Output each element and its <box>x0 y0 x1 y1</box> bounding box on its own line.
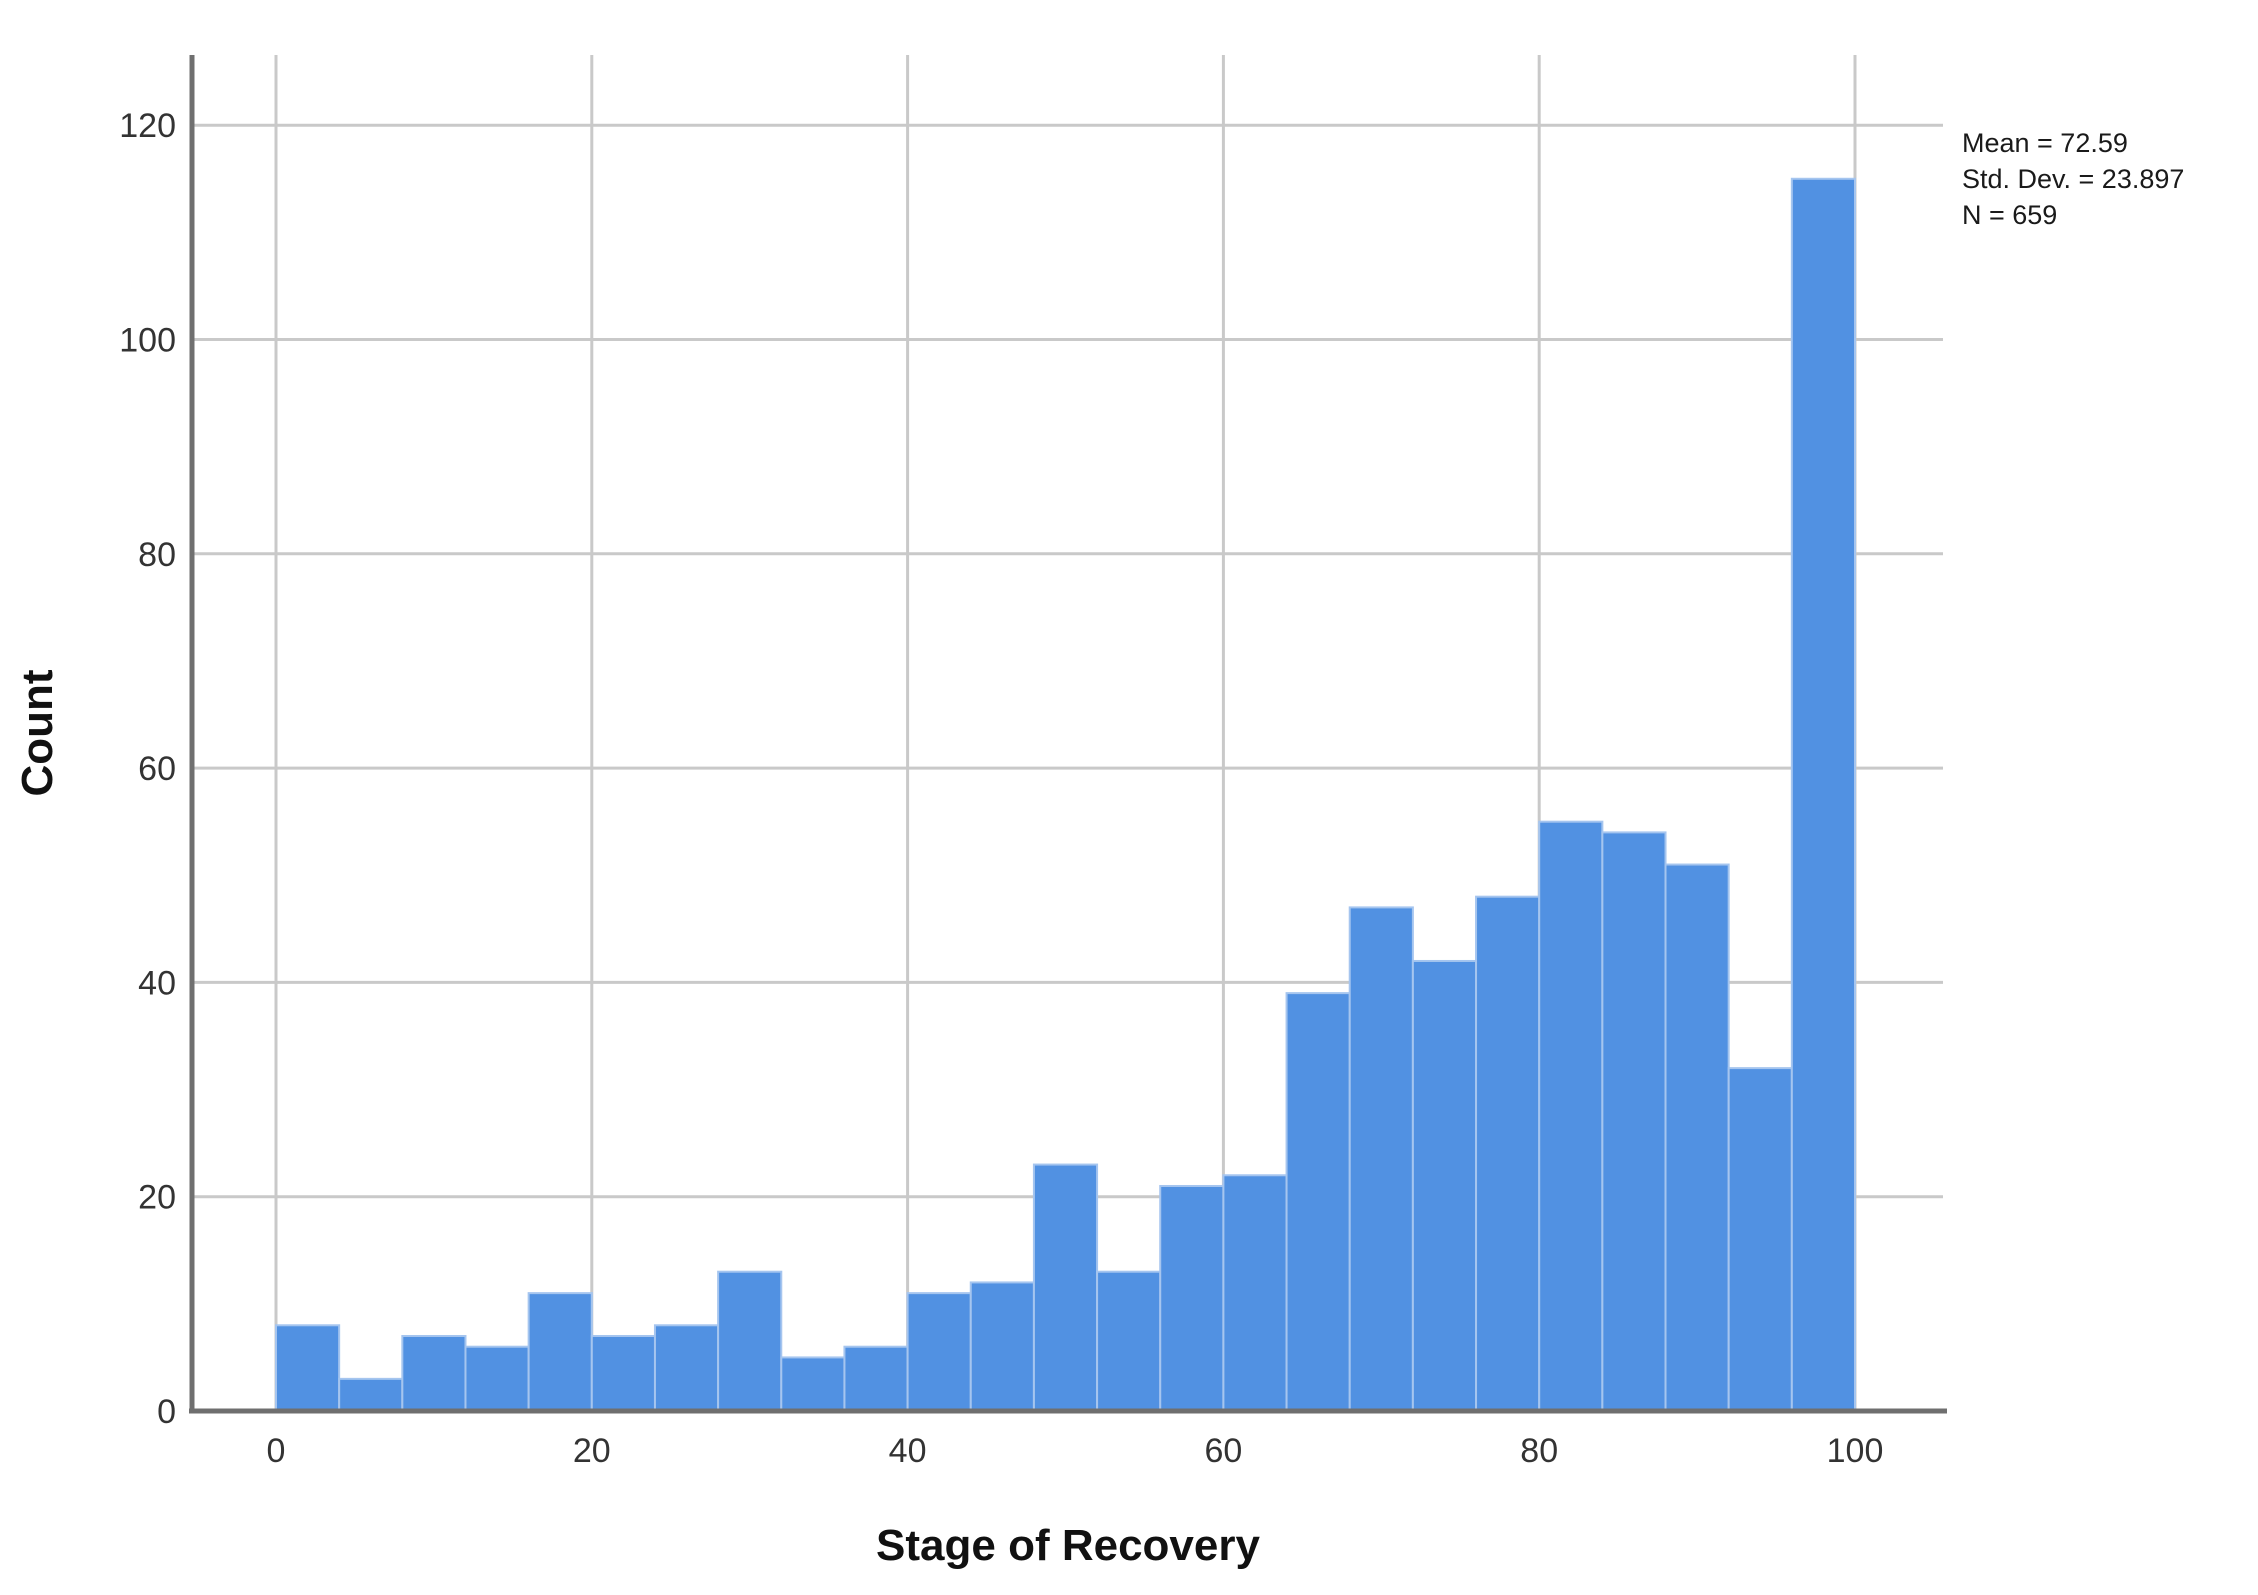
histogram-bar <box>401 1334 467 1412</box>
y-tick-label: 40 <box>138 964 176 1002</box>
histogram-bar <box>464 1345 530 1412</box>
y-tick-label: 80 <box>138 536 176 574</box>
histogram-bar <box>1096 1270 1162 1412</box>
histogram-bar <box>1538 820 1604 1412</box>
histogram-bars <box>275 177 1856 1413</box>
histogram-bar <box>1411 959 1478 1412</box>
y-tick-label: 0 <box>157 1393 176 1431</box>
stat-std-dev: Std. Dev. = 23.897 <box>1962 164 2184 194</box>
histogram-bar <box>1664 863 1730 1412</box>
histogram-bar <box>1222 1174 1288 1413</box>
histogram-bar <box>1348 906 1414 1413</box>
x-tick-label: 80 <box>1520 1432 1558 1470</box>
histogram-bar <box>527 1292 593 1413</box>
histogram-bar <box>969 1281 1035 1413</box>
histogram-bar <box>1475 895 1541 1412</box>
x-tick-label: 20 <box>573 1432 611 1470</box>
histogram-bar <box>1159 1184 1225 1412</box>
histogram-bar <box>1285 992 1351 1412</box>
histogram-bar <box>275 1324 341 1413</box>
stat-n: N = 659 <box>1962 200 2057 230</box>
x-tick-label: 60 <box>1204 1432 1242 1470</box>
x-tick-label: 100 <box>1827 1432 1884 1470</box>
histogram-bar <box>717 1270 783 1412</box>
y-tick-label: 20 <box>138 1179 176 1217</box>
histogram-bar <box>1601 831 1667 1412</box>
y-tick-label: 100 <box>119 322 176 360</box>
stats-annotation: Mean = 72.59 Std. Dev. = 23.897 N = 659 <box>1962 128 2184 230</box>
y-tick-label: 120 <box>119 107 176 145</box>
x-axis-title: Stage of Recovery <box>876 1521 1260 1570</box>
histogram-bar <box>653 1324 720 1413</box>
histogram-bar <box>590 1334 656 1412</box>
x-tick-label: 0 <box>267 1432 286 1470</box>
histogram-bar <box>338 1377 404 1412</box>
histogram-bar <box>906 1292 972 1413</box>
y-axis-tick-labels: 0 20 40 60 80 100 120 <box>119 107 176 1431</box>
x-axis-tick-labels: 0 20 40 60 80 100 <box>267 1432 1884 1470</box>
y-axis-title: Count <box>13 669 62 796</box>
histogram-bar <box>1727 1067 1793 1412</box>
histogram-bar <box>1032 1163 1099 1413</box>
x-tick-label: 40 <box>889 1432 927 1470</box>
histogram-bar <box>843 1345 909 1412</box>
axes <box>189 55 1947 1414</box>
histogram-bar <box>1790 177 1856 1412</box>
histogram-bar <box>780 1356 846 1413</box>
stat-mean: Mean = 72.59 <box>1962 128 2128 158</box>
y-tick-label: 60 <box>138 750 176 788</box>
